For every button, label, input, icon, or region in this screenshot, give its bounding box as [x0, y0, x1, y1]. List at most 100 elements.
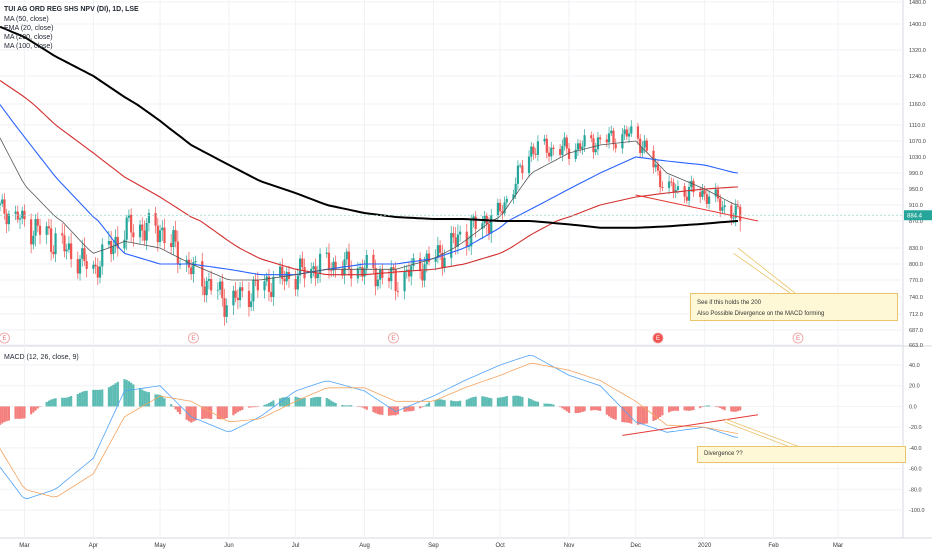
macd-histogram-bar [192, 406, 195, 422]
candle-body [310, 268, 313, 279]
candle-body [54, 233, 57, 255]
macd-histogram-bar [536, 401, 540, 407]
macd-histogram-bar [125, 379, 128, 407]
macd-histogram-bar [7, 406, 10, 421]
macd-histogram-bar [732, 406, 735, 412]
macd-histogram-bar [361, 406, 364, 408]
earnings-marker[interactable] [388, 332, 399, 344]
macd-histogram-bar [65, 397, 68, 407]
earnings-marker[interactable] [652, 332, 664, 344]
macd-histogram-bar [581, 406, 584, 412]
macd-histogram-bar [303, 398, 306, 407]
price-tick-label: 1480.0 [909, 0, 926, 6]
candle-body [365, 254, 368, 269]
earnings-marker[interactable] [0, 332, 10, 344]
candle-body [721, 207, 724, 211]
macd-histogram-bar [516, 395, 520, 407]
candle-body [736, 205, 740, 207]
macd-histogram-bar [143, 390, 146, 407]
macd-histogram-bar [325, 397, 328, 407]
candle-body [661, 187, 664, 188]
macd-histogram-bar [223, 406, 226, 419]
macd-histogram-bar [534, 401, 537, 407]
price-note-line-2: Also Possible Divergence on the MACD for… [697, 311, 825, 317]
macd-histogram-bar [67, 396, 71, 407]
candle-body [594, 149, 597, 153]
candle-body [692, 180, 695, 193]
macd-histogram-bar [247, 406, 251, 408]
ma100-line [0, 80, 739, 276]
earnings-marker[interactable] [792, 332, 804, 344]
candle-body [532, 146, 535, 154]
candle-body [112, 246, 115, 255]
candle-body [174, 230, 177, 242]
macd-histogram-bar [656, 406, 660, 419]
candle-body [419, 258, 422, 272]
candle-body [670, 181, 673, 183]
candle-body [730, 205, 733, 219]
price-note-pointer [737, 247, 796, 294]
candle-body [241, 287, 244, 291]
candle-body [703, 190, 706, 195]
time-tick-label: Apr [89, 543, 98, 549]
candle-body [45, 226, 48, 235]
macd-histogram-bar [567, 406, 571, 413]
candle-body [454, 237, 457, 247]
macd-histogram-bar [203, 406, 206, 419]
candle-body [470, 220, 473, 247]
candle-body [623, 129, 626, 135]
macd-histogram-bar [723, 406, 726, 411]
candle-body [267, 276, 271, 292]
macd-histogram-bar [92, 389, 95, 407]
macd-histogram-bar [256, 406, 259, 407]
indicator-ma200-label[interactable]: MA (200, close) [4, 34, 53, 41]
candle-body [327, 252, 331, 271]
candle-body [434, 257, 437, 262]
candle-body [210, 279, 213, 291]
candle-body [116, 236, 119, 249]
candle-body [0, 203, 2, 205]
price-annotation[interactable]: See if this holds the 200 Also Possible … [690, 293, 898, 321]
candle-body [358, 267, 362, 269]
macd-histogram-bar [156, 394, 159, 407]
candle-body [76, 259, 79, 274]
candle-body [516, 165, 520, 184]
macd-histogram-bar [5, 406, 8, 422]
macd-histogram-bar [467, 398, 471, 407]
price-trendline[interactable] [635, 194, 759, 222]
macd-title[interactable]: MACD (12, 26, close, 9) [4, 354, 79, 361]
candle-body [247, 290, 251, 308]
macd-histogram-bar [423, 405, 426, 407]
macd-histogram-bar [716, 406, 720, 408]
macd-histogram-bar [605, 406, 608, 415]
candle-body [390, 267, 393, 282]
indicator-ma50-label[interactable]: MA (50, close) [4, 16, 49, 23]
indicator-ema20-label[interactable]: EMA (20, close) [4, 25, 54, 32]
macd-histogram-bar [154, 394, 157, 407]
macd-histogram-bar [639, 406, 642, 425]
macd-histogram-bar [372, 406, 375, 413]
candle-body [676, 186, 680, 191]
macd-histogram-bar [178, 406, 182, 415]
candle-body [94, 264, 97, 267]
macd-histogram-bar [218, 406, 222, 420]
macd-histogram-bar [410, 406, 413, 412]
indicator-ma100-label[interactable]: MA (100, close) [4, 43, 53, 50]
macd-histogram-bar [499, 397, 502, 407]
macd-annotation[interactable]: Divergence ?? [697, 446, 906, 463]
macd-histogram-bar [652, 406, 655, 421]
macd-histogram-bar [707, 405, 711, 407]
macd-histogram-bar [236, 406, 239, 413]
candle-body [394, 269, 397, 291]
macd-histogram-bar [296, 397, 299, 407]
macd-histogram-bar [107, 387, 111, 407]
macd-trendline[interactable] [622, 414, 759, 436]
candle-body [345, 251, 348, 260]
price-note-line-1: See if this holds the 200 [697, 300, 762, 306]
earnings-marker[interactable] [187, 332, 199, 344]
macd-histogram-bar [503, 396, 506, 407]
macd-histogram-bar [599, 406, 602, 412]
macd-histogram-bar [625, 406, 628, 423]
macd-histogram-bar [459, 400, 462, 407]
